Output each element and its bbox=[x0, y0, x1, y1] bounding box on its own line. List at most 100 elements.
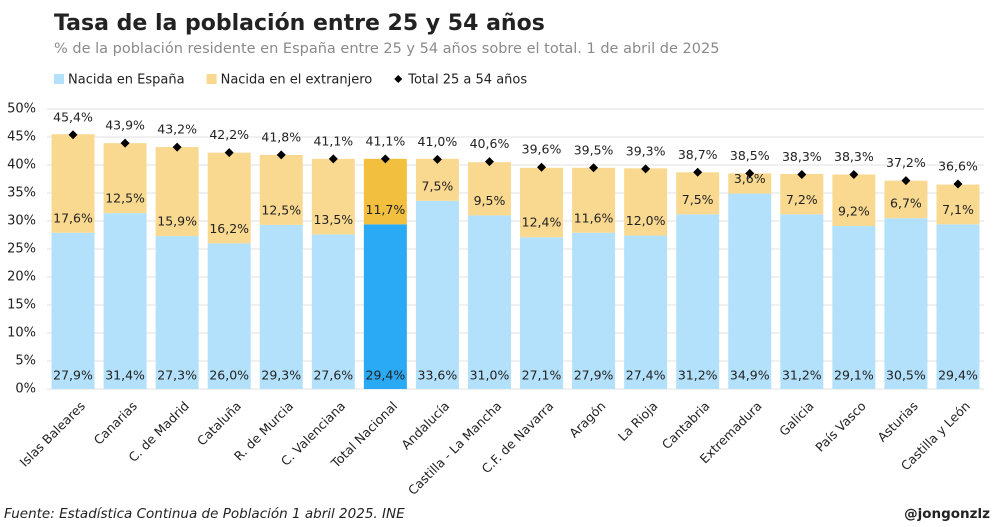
bar-segment bbox=[363, 224, 407, 389]
bar-label: 30,5% bbox=[886, 368, 926, 383]
y-tick-label: 20% bbox=[7, 270, 36, 285]
total-marker bbox=[693, 167, 703, 177]
x-tick-label: Cataluña bbox=[194, 398, 244, 448]
x-tick-label: Islas Baleares bbox=[17, 398, 88, 469]
bar-segment bbox=[676, 172, 720, 215]
y-tick-label: 30% bbox=[7, 214, 36, 229]
total-marker bbox=[68, 130, 78, 140]
bar-segment bbox=[259, 154, 303, 225]
bar-segment bbox=[520, 167, 564, 238]
bar-segment bbox=[51, 232, 95, 389]
legend-swatch bbox=[54, 74, 64, 84]
x-tick-label: Galicia bbox=[776, 398, 817, 439]
total-label: 36,6% bbox=[938, 159, 978, 174]
legend-marker bbox=[394, 75, 403, 83]
total-label: 38,7% bbox=[678, 147, 718, 162]
y-tick-label: 25% bbox=[7, 242, 36, 257]
bar-segment bbox=[311, 234, 355, 389]
bar-label: 34,9% bbox=[730, 368, 770, 383]
bar-segment bbox=[728, 193, 772, 389]
bar-segment bbox=[624, 235, 668, 389]
total-marker bbox=[276, 150, 286, 160]
y-tick-label: 45% bbox=[7, 130, 36, 145]
legend-label: Nacida en España bbox=[68, 73, 185, 88]
bar-segment bbox=[884, 218, 928, 389]
x-tick-label: País Vasco bbox=[812, 398, 868, 454]
bar-label: 12,4% bbox=[522, 215, 562, 230]
bar-label: 7,5% bbox=[422, 178, 454, 193]
bar-label: 9,2% bbox=[838, 204, 870, 219]
total-marker bbox=[849, 170, 859, 180]
x-tick-label: Andalucía bbox=[398, 398, 452, 452]
bar-label: 7,5% bbox=[682, 192, 714, 207]
total-label: 41,1% bbox=[313, 133, 353, 148]
total-label: 38,3% bbox=[834, 149, 874, 164]
x-tick-label: Cantabria bbox=[659, 398, 713, 452]
bar-segment bbox=[415, 200, 459, 389]
chart-subtitle: % de la población residente en España en… bbox=[54, 41, 719, 57]
bar-label: 29,3% bbox=[261, 368, 301, 383]
bar-segment bbox=[832, 174, 876, 227]
bar-segment bbox=[624, 168, 668, 236]
bar-label: 7,1% bbox=[942, 202, 974, 217]
y-tick-label: 0% bbox=[15, 382, 36, 397]
total-label: 41,8% bbox=[261, 129, 301, 144]
x-tick-label: Aragón bbox=[566, 398, 608, 440]
bar-segment bbox=[415, 158, 459, 201]
bar-label: 27,3% bbox=[157, 368, 197, 383]
bar-segment bbox=[520, 237, 564, 389]
bar-label: 11,7% bbox=[366, 202, 406, 217]
total-label: 39,6% bbox=[522, 142, 562, 157]
bar-segment bbox=[780, 173, 824, 215]
bar-label: 6,7% bbox=[890, 196, 922, 211]
bar-label: 3,6% bbox=[734, 171, 766, 186]
total-label: 38,3% bbox=[782, 149, 822, 164]
bar-label: 27,9% bbox=[53, 368, 93, 383]
bar-label: 16,2% bbox=[209, 221, 249, 236]
y-tick-label: 5% bbox=[15, 354, 36, 369]
total-label: 41,1% bbox=[366, 133, 406, 148]
total-label: 45,4% bbox=[53, 109, 93, 124]
bar-label: 17,6% bbox=[53, 210, 93, 225]
total-marker bbox=[797, 170, 807, 180]
total-marker bbox=[224, 148, 234, 158]
total-marker bbox=[328, 154, 338, 164]
total-marker bbox=[589, 163, 599, 173]
legend-label: Nacida en el extranjero bbox=[221, 73, 373, 88]
bar-segment bbox=[207, 152, 251, 244]
bar-label: 31,2% bbox=[782, 368, 822, 383]
bar-label: 33,6% bbox=[418, 368, 458, 383]
total-marker bbox=[432, 154, 442, 164]
total-label: 38,5% bbox=[730, 148, 770, 163]
total-marker bbox=[484, 157, 494, 167]
total-marker bbox=[172, 142, 182, 152]
bar-label: 31,2% bbox=[678, 368, 718, 383]
total-marker bbox=[745, 168, 755, 178]
legend-swatch bbox=[206, 74, 217, 84]
total-label: 40,6% bbox=[470, 136, 510, 151]
bar-label: 27,6% bbox=[313, 368, 353, 383]
bar-label: 11,6% bbox=[574, 210, 614, 225]
y-tick-label: 40% bbox=[7, 158, 36, 173]
total-label: 43,9% bbox=[105, 118, 145, 133]
x-tick-label: Canarias bbox=[91, 398, 140, 447]
bar-segment bbox=[572, 167, 616, 233]
bar-segment bbox=[936, 224, 980, 389]
bar-label: 29,4% bbox=[366, 368, 406, 383]
y-tick-label: 50% bbox=[7, 102, 36, 117]
total-label: 41,0% bbox=[418, 134, 458, 149]
total-marker bbox=[380, 154, 390, 164]
bar-segment bbox=[936, 184, 980, 225]
total-marker bbox=[953, 179, 963, 189]
bar-label: 12,5% bbox=[261, 202, 301, 217]
bar-segment bbox=[728, 173, 772, 194]
total-marker bbox=[641, 164, 651, 174]
bar-segment bbox=[103, 213, 147, 389]
bar-segment bbox=[51, 134, 95, 233]
chart-title: Tasa de la población entre 25 y 54 años bbox=[54, 11, 545, 36]
bar-label: 29,1% bbox=[834, 368, 874, 383]
bar-label: 27,1% bbox=[522, 368, 562, 383]
bar-segment bbox=[155, 147, 199, 237]
total-marker bbox=[901, 176, 911, 186]
